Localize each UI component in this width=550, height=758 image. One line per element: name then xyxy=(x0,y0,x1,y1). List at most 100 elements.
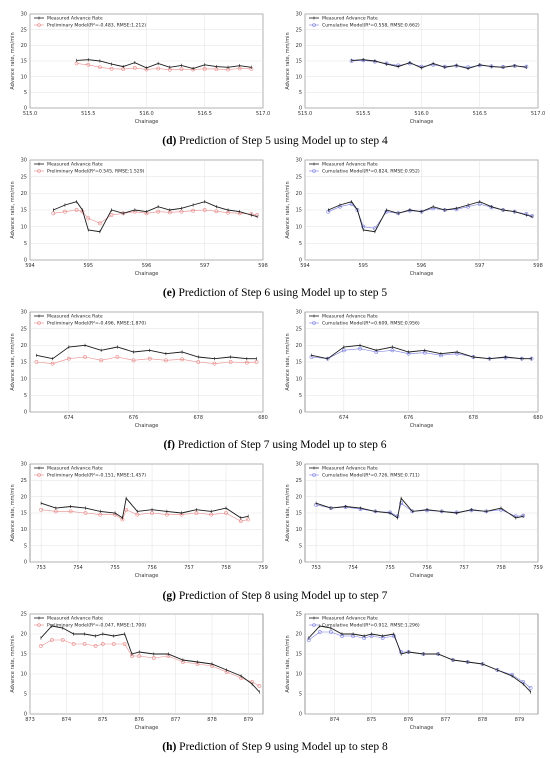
y-tick-label: 5 xyxy=(24,241,27,247)
model-point xyxy=(74,208,79,212)
x-tick-label: 516.0 xyxy=(414,111,428,117)
plot-area xyxy=(29,613,264,715)
model-point xyxy=(224,511,228,515)
x-tick-label: 875 xyxy=(98,717,108,723)
model-point xyxy=(180,357,184,362)
y-tick-label: 20 xyxy=(21,343,27,349)
x-tick-label: 757 xyxy=(459,565,469,571)
caption-g: (g) Prediction of Step 8 using Model up … xyxy=(162,590,388,602)
y-tick-label: 0 xyxy=(24,106,27,112)
model-point xyxy=(150,511,154,515)
legend-model-label: Cumulative Model(R²=0.558, RMSE:0.662) xyxy=(322,23,420,29)
x-tick-label: 676 xyxy=(129,415,139,421)
model-point xyxy=(164,358,168,363)
model-point xyxy=(34,360,39,364)
caption-e: (e) Prediction of Step 6 using Model up … xyxy=(162,287,388,299)
x-tick-label: 756 xyxy=(422,565,432,571)
legend-measured-label: Measured Advance Rate xyxy=(47,162,103,168)
legend-model-marker xyxy=(37,623,41,627)
y-tick-label: 25 xyxy=(21,612,27,618)
y-tick-label: 0 xyxy=(24,410,27,416)
x-tick-label: 596 xyxy=(417,263,427,269)
y-tick-label: 15 xyxy=(21,652,27,658)
y-axis-label: Advance rate, mm/min xyxy=(10,32,16,89)
caption-h: (h) Prediction of Step 9 using Model up … xyxy=(162,741,388,753)
chart-f-right: 674 676 678 680 0 5 10 15 20 25 30 Chainage Advance … xyxy=(285,310,543,429)
x-axis-label: Chainage xyxy=(410,271,434,277)
x-tick-label: 515.0 xyxy=(23,111,37,117)
measured-series-line xyxy=(351,59,527,69)
model-point xyxy=(66,356,71,361)
x-tick-label: 515.5 xyxy=(356,111,370,117)
chart-d-right: 515.0 515.5 516.0 516.5 517.0 0 5 10 15 20 25 30 Cha… xyxy=(285,12,545,125)
model-point xyxy=(82,642,87,646)
model-point xyxy=(68,509,73,514)
y-tick-label: 0 xyxy=(299,258,302,264)
x-tick-label: 758 xyxy=(221,565,231,571)
model-point xyxy=(254,360,259,364)
model-point xyxy=(39,507,43,512)
x-axis-label: Chainage xyxy=(135,573,159,579)
legend-measured-label: Measured Advance Rate xyxy=(322,16,378,22)
legend-measured-label: Measured Advance Rate xyxy=(47,314,103,320)
model-point xyxy=(131,358,136,363)
model-point xyxy=(83,511,88,515)
x-tick-label: 756 xyxy=(147,565,157,571)
model-point xyxy=(122,642,127,646)
model-series-line xyxy=(76,63,252,71)
model-point xyxy=(164,512,169,517)
chart-g-left: 753 754 755 756 757 758 759 0 5 10 15 20 25 30 Chainag… xyxy=(10,462,268,579)
y-tick-label: 10 xyxy=(21,672,27,678)
x-tick-label: 678 xyxy=(194,415,204,421)
plot-area xyxy=(304,613,539,715)
y-tick-label: 10 xyxy=(296,74,302,80)
y-tick-label: 30 xyxy=(296,12,302,18)
y-tick-label: 10 xyxy=(296,527,302,533)
model-point xyxy=(246,517,251,522)
x-tick-label: 754 xyxy=(73,565,83,571)
y-tick-label: 30 xyxy=(21,12,27,18)
y-tick-label: 20 xyxy=(296,494,302,500)
y-tick-label: 25 xyxy=(296,612,302,618)
model-point xyxy=(151,656,156,660)
x-tick-label: 595 xyxy=(83,263,93,269)
model-point xyxy=(98,221,102,226)
model-series-line xyxy=(41,509,249,522)
model-point xyxy=(60,638,65,642)
y-tick-label: 5 xyxy=(24,543,27,549)
y-tick-label: 20 xyxy=(21,632,27,638)
legend-model-marker xyxy=(37,169,41,173)
model-point xyxy=(196,360,201,364)
model-point xyxy=(71,642,76,646)
x-tick-label: 680 xyxy=(533,415,543,421)
model-point xyxy=(191,208,196,213)
y-tick-label: 5 xyxy=(299,241,302,247)
model-point xyxy=(238,519,243,524)
model-point xyxy=(212,361,217,366)
y-tick-label: 5 xyxy=(299,692,302,698)
y-tick-label: 30 xyxy=(296,158,302,164)
model-point xyxy=(50,361,55,366)
x-tick-label: 754 xyxy=(348,565,358,571)
x-tick-label: 597 xyxy=(200,263,210,269)
y-tick-label: 30 xyxy=(296,462,302,468)
y-tick-label: 30 xyxy=(296,310,302,316)
model-point xyxy=(317,630,322,634)
x-tick-label: 874 xyxy=(330,717,340,723)
chart-g-right: 753 754 755 756 757 758 759 0 5 10 15 20 25 30 Chainag… xyxy=(285,462,543,579)
legend-measured-label: Measured Advance Rate xyxy=(322,162,378,168)
model-point xyxy=(179,67,184,72)
x-tick-label: 676 xyxy=(404,415,414,421)
model-point xyxy=(390,348,395,353)
y-tick-label: 20 xyxy=(296,343,302,349)
x-tick-label: 517.0 xyxy=(256,111,270,117)
model-point xyxy=(202,208,207,212)
legend-model-label: Preliminary Model(R²=-0.483, RMSE:1.212) xyxy=(47,23,146,29)
x-tick-label: 516.0 xyxy=(139,111,153,117)
y-tick-label: 0 xyxy=(299,106,302,112)
y-tick-label: 5 xyxy=(299,543,302,549)
x-tick-label: 597 xyxy=(475,263,485,269)
y-axis-label: Advance rate, mm/min xyxy=(10,333,16,390)
y-tick-label: 25 xyxy=(296,478,302,484)
model-point xyxy=(179,209,184,214)
